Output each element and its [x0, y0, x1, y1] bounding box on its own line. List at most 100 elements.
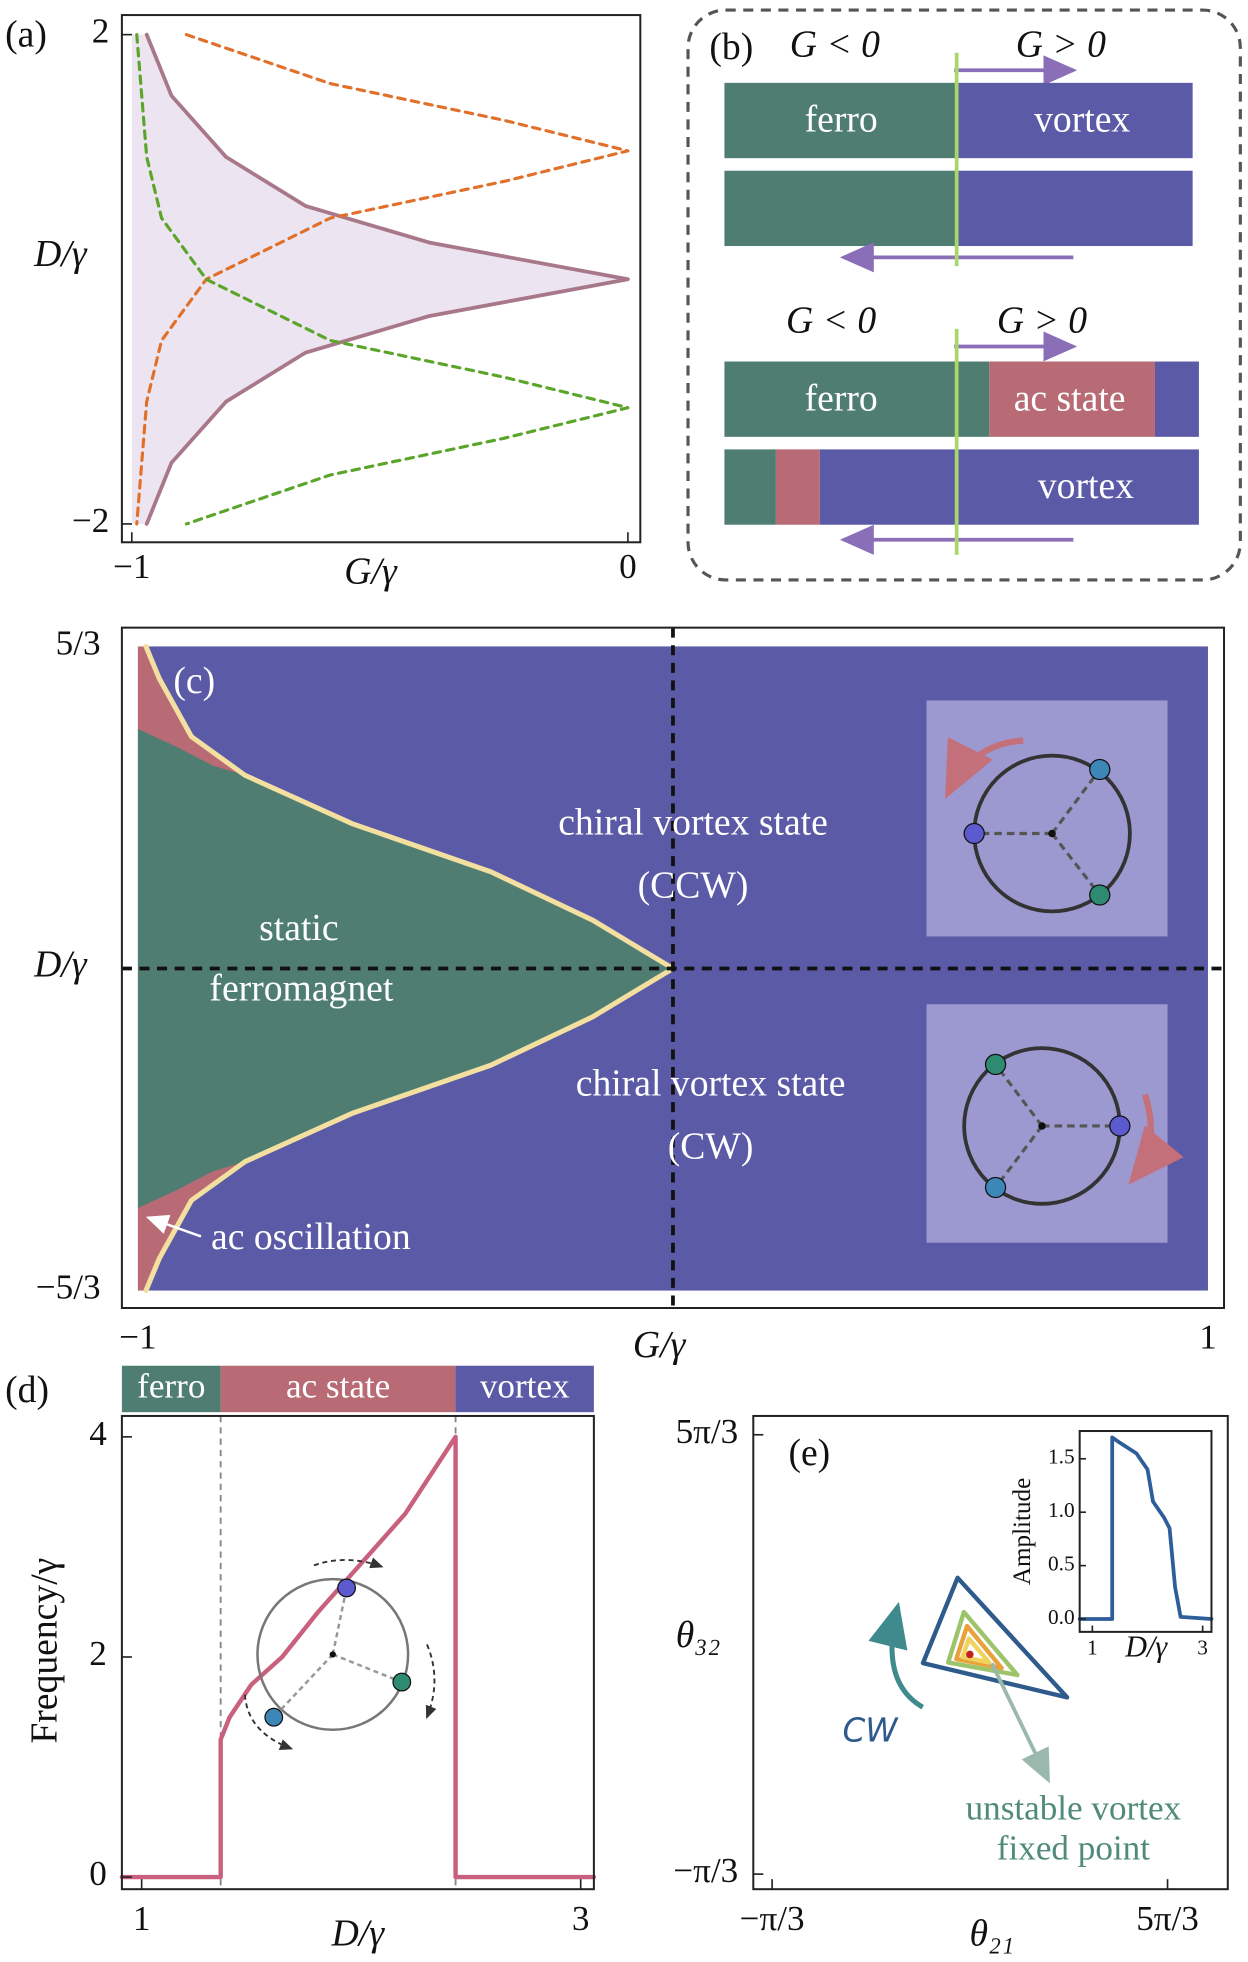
y-axis-label: D/γ — [33, 943, 88, 985]
condition-label: G < 0 — [786, 300, 876, 342]
x-tick-label: 1 — [1087, 1635, 1098, 1659]
phase-band — [455, 1365, 594, 1413]
ferro-bar — [724, 361, 990, 437]
panel-label: (b) — [709, 26, 753, 68]
condition-label: G > 0 — [1016, 23, 1106, 65]
annotation: fixed point — [997, 1829, 1150, 1868]
x-tick-label: 3 — [1197, 1635, 1208, 1659]
x-tick-label: −π/3 — [740, 1899, 805, 1938]
x-tick-label: 0 — [619, 547, 637, 586]
data-line — [954, 1623, 1004, 1671]
annotation: CW — [843, 1711, 900, 1749]
oscillation-arrow — [243, 1694, 294, 1750]
state-label: ferro — [805, 377, 878, 419]
state-label: vortex — [1038, 465, 1134, 507]
spin — [984, 1053, 1007, 1076]
x-tick-label: 5π/3 — [1136, 1899, 1199, 1938]
spin — [392, 1672, 412, 1692]
spin-link — [994, 1063, 1120, 1189]
panel-label: (e) — [788, 1432, 830, 1474]
y-tick-label: 2 — [92, 12, 110, 51]
annotation: unstable vortex — [966, 1788, 1182, 1827]
panel-label: (d) — [5, 1369, 49, 1411]
ferro-bar — [724, 82, 957, 159]
x-axis-label: D/γ — [1124, 1629, 1168, 1663]
spin — [963, 822, 985, 845]
y-tick-label: 0.5 — [1048, 1552, 1075, 1576]
y-axis-label: D/γ — [33, 233, 88, 275]
y-tick-label: 2 — [89, 1634, 107, 1673]
plot-frame — [752, 1414, 1229, 1891]
center-dot — [1038, 1122, 1046, 1130]
rotation-arrow — [945, 737, 1024, 799]
data-line — [135, 33, 630, 526]
y-axis-label: θ₃₂ — [676, 1614, 721, 1656]
state-label: ferro — [805, 99, 878, 141]
schematics — [145, 700, 1184, 1784]
x-axis-label: G/γ — [633, 1324, 687, 1366]
region-label: static — [259, 907, 338, 949]
phase-band — [121, 1365, 221, 1413]
data-line — [920, 1575, 1070, 1700]
spin — [264, 1707, 284, 1727]
center-dot — [1048, 829, 1056, 838]
y-tick-label: 0 — [89, 1854, 107, 1893]
state-label: vortex — [1034, 99, 1130, 141]
y-tick-label: −2 — [72, 501, 109, 540]
phase-label: ferro — [137, 1367, 205, 1406]
oscillation-arrow — [313, 1557, 384, 1569]
spin — [984, 1176, 1007, 1199]
data-line — [135, 33, 630, 526]
panel-label: (c) — [173, 660, 215, 702]
vortex-bar — [956, 170, 1193, 247]
direction-arrow — [868, 1601, 925, 1710]
x-axis-label: G/γ — [344, 551, 398, 593]
data-line — [119, 1434, 597, 1880]
y-tick-label: 5/3 — [56, 624, 101, 663]
ac-bar — [775, 449, 820, 525]
region-label: chiral vortex state — [558, 802, 828, 844]
state-label: ac state — [1014, 377, 1126, 419]
diagram-frame — [686, 8, 1242, 582]
x-tick-label: 1 — [1199, 1318, 1217, 1357]
y-tick-label: −5/3 — [36, 1268, 101, 1307]
fixed-point — [966, 1650, 974, 1659]
oscillation-arrow — [425, 1644, 437, 1719]
x-tick-label: −1 — [113, 547, 150, 586]
spin — [1089, 758, 1111, 781]
ferro-bar — [724, 449, 776, 525]
x-axis-label: θ₂₁ — [969, 1913, 1014, 1955]
ac-bar — [989, 361, 1155, 437]
pointer-arrow — [145, 1214, 202, 1238]
center-dot — [329, 1651, 336, 1658]
charts: −1 0 −2 2 (a) G/γ D/γ −1 1 5/3 −5/3 (c) G/γ D/γ chiral… — [5, 12, 1229, 1955]
plot-frame — [120, 1414, 595, 1891]
rotation-arrow — [1128, 1093, 1184, 1185]
vortex-bar — [819, 449, 1199, 525]
data-line — [960, 1636, 992, 1665]
panel-b: (b) G < 0 G > 0 ferro vortex G < 0 G > 0… — [686, 8, 1242, 582]
vortex-bar — [956, 82, 1193, 159]
spin — [1109, 1115, 1131, 1137]
plot-frame — [1078, 1430, 1213, 1633]
region-label: ac oscillation — [211, 1216, 411, 1258]
y-tick-label: −π/3 — [673, 1851, 738, 1890]
ferro-bar — [724, 170, 957, 247]
region-label: (CW) — [668, 1125, 754, 1167]
panel-label: (a) — [5, 13, 47, 55]
condition-label: G < 0 — [790, 23, 880, 65]
x-tick-label: 1 — [133, 1899, 151, 1938]
vortex-bar — [1154, 361, 1199, 437]
data-line — [945, 1609, 1020, 1678]
plot-frame — [120, 626, 1226, 1310]
spin-link — [272, 1587, 403, 1719]
x-axis-label: D/γ — [331, 1913, 386, 1955]
data-line — [144, 32, 630, 526]
inset-background — [1079, 1431, 1212, 1632]
region-label: chiral vortex state — [576, 1063, 846, 1105]
y-tick-label: 1.5 — [1048, 1445, 1075, 1469]
phase-label: vortex — [480, 1367, 570, 1406]
pointer-arrow — [990, 1662, 1050, 1784]
